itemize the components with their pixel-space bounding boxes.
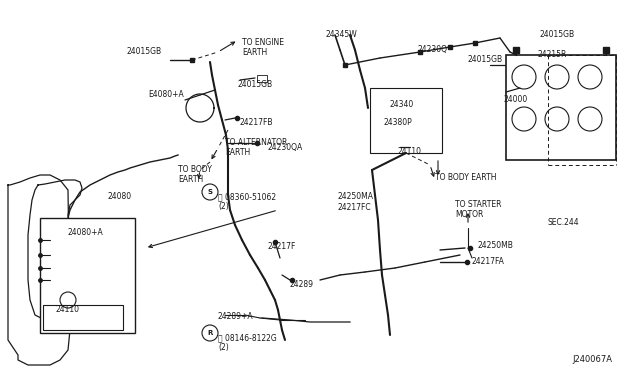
Text: E4080+A: E4080+A [148, 90, 184, 99]
Bar [40, 218, 135, 333]
Text: Ⓢ 08360-51062
(2): Ⓢ 08360-51062 (2) [218, 192, 276, 211]
Text: TO ENGINE
EARTH: TO ENGINE EARTH [242, 38, 284, 57]
Text: 24340: 24340 [390, 100, 414, 109]
Text: 24230Q: 24230Q [418, 45, 448, 54]
Text: 24215R: 24215R [538, 50, 568, 59]
Text: TO STARTER
MOTOR: TO STARTER MOTOR [455, 200, 502, 219]
Text: TO BODY
EARTH: TO BODY EARTH [178, 165, 212, 185]
Text: 24015GB: 24015GB [468, 55, 503, 64]
Text: 24110: 24110 [55, 305, 79, 314]
Text: SEC.244: SEC.244 [548, 218, 580, 227]
Text: 24110: 24110 [398, 147, 422, 156]
Text: 24217F: 24217F [268, 242, 296, 251]
Text: 24015GB: 24015GB [127, 47, 162, 56]
Text: 24000: 24000 [503, 95, 527, 104]
Bar [370, 88, 442, 153]
Text: 24080+A: 24080+A [67, 228, 103, 237]
Text: 24217FB: 24217FB [240, 118, 273, 127]
Text: 24380P: 24380P [383, 118, 412, 127]
Text: 24015GB: 24015GB [238, 80, 273, 89]
Text: Ⓡ 08146-8122G
(2): Ⓡ 08146-8122G (2) [218, 333, 276, 352]
Text: S: S [207, 189, 212, 195]
Text: J240067A: J240067A [572, 355, 612, 364]
Text: 24289+A: 24289+A [218, 312, 253, 321]
Text: TO BODY EARTH: TO BODY EARTH [435, 173, 497, 182]
Text: R: R [207, 330, 212, 336]
Text: 24217FA: 24217FA [472, 257, 505, 266]
Text: 24217FC: 24217FC [338, 203, 372, 212]
Bar [506, 55, 616, 160]
Text: 24250MA: 24250MA [338, 192, 374, 201]
Text: TO ALTERNATOR
EARTH: TO ALTERNATOR EARTH [225, 138, 287, 157]
Text: 24289: 24289 [290, 280, 314, 289]
Bar [257, 74, 267, 81]
Bar [43, 305, 123, 330]
Bar [507, 61, 517, 68]
Text: 24080: 24080 [107, 192, 131, 201]
Text: 24345W: 24345W [326, 30, 358, 39]
Text: 24250MB: 24250MB [477, 241, 513, 250]
Text: 24015GB: 24015GB [540, 30, 575, 39]
Text: 24230QA: 24230QA [268, 143, 303, 152]
